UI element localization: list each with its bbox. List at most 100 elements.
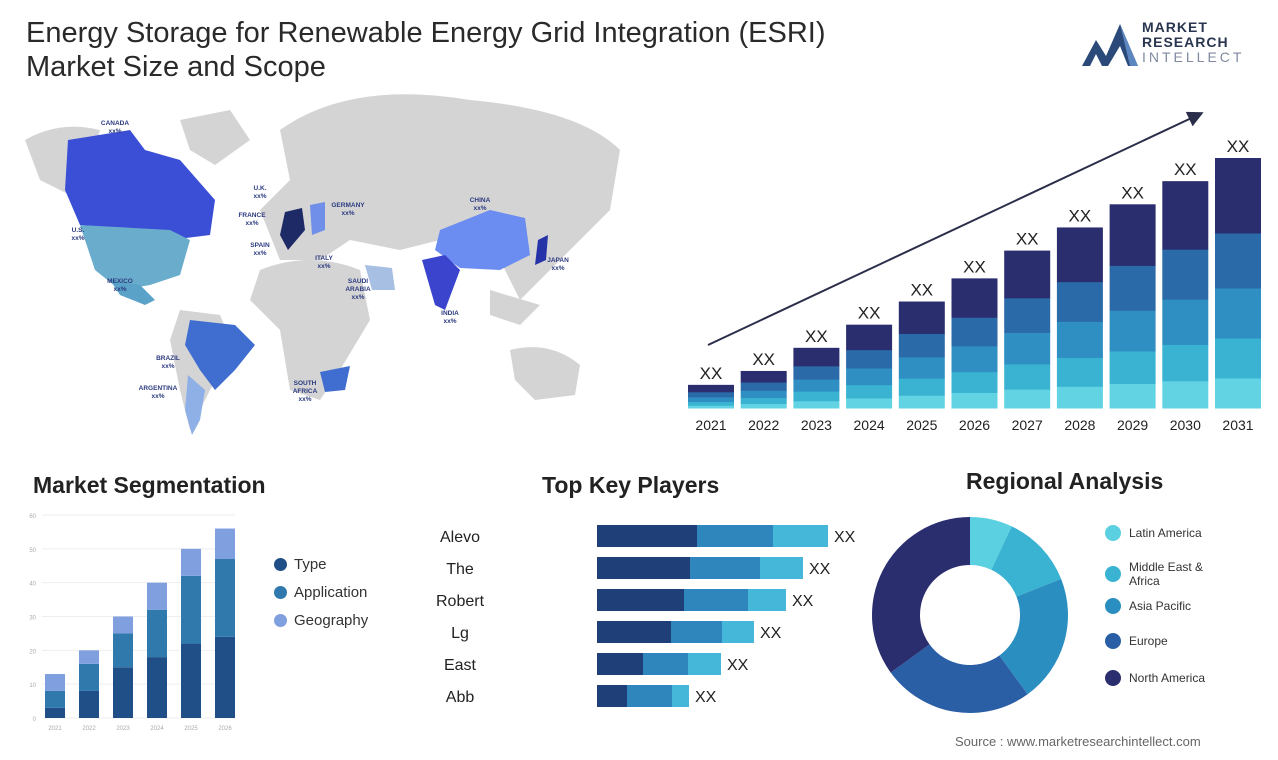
bar-data-label: XX — [910, 281, 933, 300]
map-label-name: INDIA — [441, 310, 459, 317]
bar-segment — [740, 370, 787, 383]
map-label-name: BRAZIL — [156, 355, 180, 362]
bar-segment — [597, 557, 690, 579]
donut-slice — [872, 517, 970, 673]
bar-segment — [215, 558, 235, 637]
bar-segment — [846, 324, 893, 351]
x-tick-label: 2030 — [1170, 417, 1201, 433]
bar-segment — [597, 621, 671, 643]
x-tick-label: 2031 — [1222, 417, 1253, 433]
bar-segment — [597, 589, 684, 611]
map-brazil — [185, 320, 255, 390]
legend-label: Type — [294, 556, 327, 573]
map-label-name: CHINA — [470, 197, 491, 204]
y-tick-label: 10 — [29, 683, 36, 689]
player-name: Robert — [436, 593, 485, 610]
bar-segment — [898, 378, 945, 396]
bar-segment — [113, 633, 133, 668]
segmentation-legend: Type Application Geography — [274, 556, 368, 640]
bar-segment — [79, 663, 99, 691]
logo-mountain-icon — [1082, 24, 1138, 66]
logo-text-1: MARKET — [1142, 19, 1208, 35]
regional-legend-item: Asia Pacific — [1105, 598, 1191, 614]
bar-segment — [760, 557, 803, 579]
bar-segment — [79, 690, 99, 718]
map-label-value: xx% — [253, 250, 266, 257]
legend-label: North America — [1129, 671, 1206, 685]
bar-segment — [1109, 265, 1156, 311]
bar-segment — [1004, 389, 1051, 409]
page-title: Energy Storage for Renewable Energy Grid… — [26, 16, 826, 84]
bar-segment — [643, 653, 688, 675]
map-label-value: xx% — [473, 205, 486, 212]
x-tick-label: 2029 — [1117, 417, 1148, 433]
bar-segment — [846, 349, 893, 369]
map-label-name: ITALY — [315, 255, 333, 262]
legend-label: Latin America — [1129, 526, 1202, 540]
bar-segment — [215, 636, 235, 718]
bar-data-label: XX — [805, 327, 828, 346]
legend-dot — [274, 586, 287, 599]
legend-dot — [1105, 670, 1121, 686]
x-tick-label: 2027 — [1012, 417, 1043, 433]
x-tick-label: 2026 — [218, 726, 232, 732]
regional-title: Regional Analysis — [966, 468, 1164, 494]
map-label-name: ARGENTINA — [139, 385, 178, 392]
bar-segment — [793, 365, 840, 380]
legend-dot — [274, 558, 287, 571]
legend-label: Application — [294, 584, 368, 601]
source-text: Source : www.marketresearchintellect.com — [955, 734, 1201, 749]
bar-segment — [688, 405, 734, 409]
legend-dot — [274, 614, 287, 627]
segmentation-chart: 0 10 20 30 40 50 60 2021 2022 2023 2024 2025 2026 — [29, 514, 235, 732]
bar-segment — [627, 685, 672, 707]
donut-slice — [890, 644, 1028, 713]
bar-segment — [740, 403, 787, 409]
map-label-value: xx% — [341, 210, 354, 217]
bar-segment — [951, 392, 998, 409]
bar-data-label: XX — [695, 689, 717, 706]
bar-segment — [1109, 204, 1156, 266]
x-tick-label: 2025 — [184, 726, 198, 732]
player-name: Alevo — [440, 529, 480, 546]
map-label-name: MEXICO — [107, 278, 133, 285]
bar-data-label: XX — [858, 304, 881, 323]
bar-segment — [688, 391, 734, 398]
bar-data-label: XX — [752, 350, 775, 369]
map-germany — [310, 202, 325, 235]
bar-segment — [846, 368, 893, 386]
map-mexico — [110, 280, 155, 305]
bar-segment — [1162, 249, 1209, 300]
map-label-value: xx% — [351, 294, 364, 301]
donut-slice — [970, 517, 1012, 570]
map-saudi-arabia — [365, 265, 395, 290]
map-label-value: xx% — [113, 286, 126, 293]
map-china — [435, 210, 530, 270]
map-label-value: xx% — [108, 128, 121, 135]
bar-segment — [688, 384, 734, 393]
legend-dot — [1105, 633, 1121, 649]
key-players-title: Top Key Players — [542, 472, 720, 498]
map-label-value: xx% — [161, 363, 174, 370]
map-label-name: U.S. — [72, 227, 85, 234]
bar-segment — [951, 278, 998, 318]
bar-data-label: XX — [700, 364, 723, 383]
bar-segment — [1004, 332, 1051, 365]
bar-segment — [688, 653, 721, 675]
map-south-africa — [320, 366, 350, 392]
bar-segment — [113, 616, 133, 634]
legend-dot — [1105, 598, 1121, 614]
map-label-value: xx% — [151, 393, 164, 400]
map-canada — [65, 130, 215, 240]
bar-data-label: XX — [727, 657, 749, 674]
bar-segment — [1162, 181, 1209, 250]
bar-segment — [1056, 227, 1103, 283]
bar-segment — [898, 333, 945, 358]
legend-label: Middle East & Africa — [1129, 560, 1204, 588]
bar-segment — [147, 582, 167, 610]
bar-segment — [181, 548, 201, 576]
regional-legend-item: Middle East & Africa — [1105, 560, 1229, 588]
logo-text-2: RESEARCH — [1142, 34, 1229, 50]
bar-segment — [1109, 350, 1156, 385]
bar-segment — [1056, 281, 1103, 322]
